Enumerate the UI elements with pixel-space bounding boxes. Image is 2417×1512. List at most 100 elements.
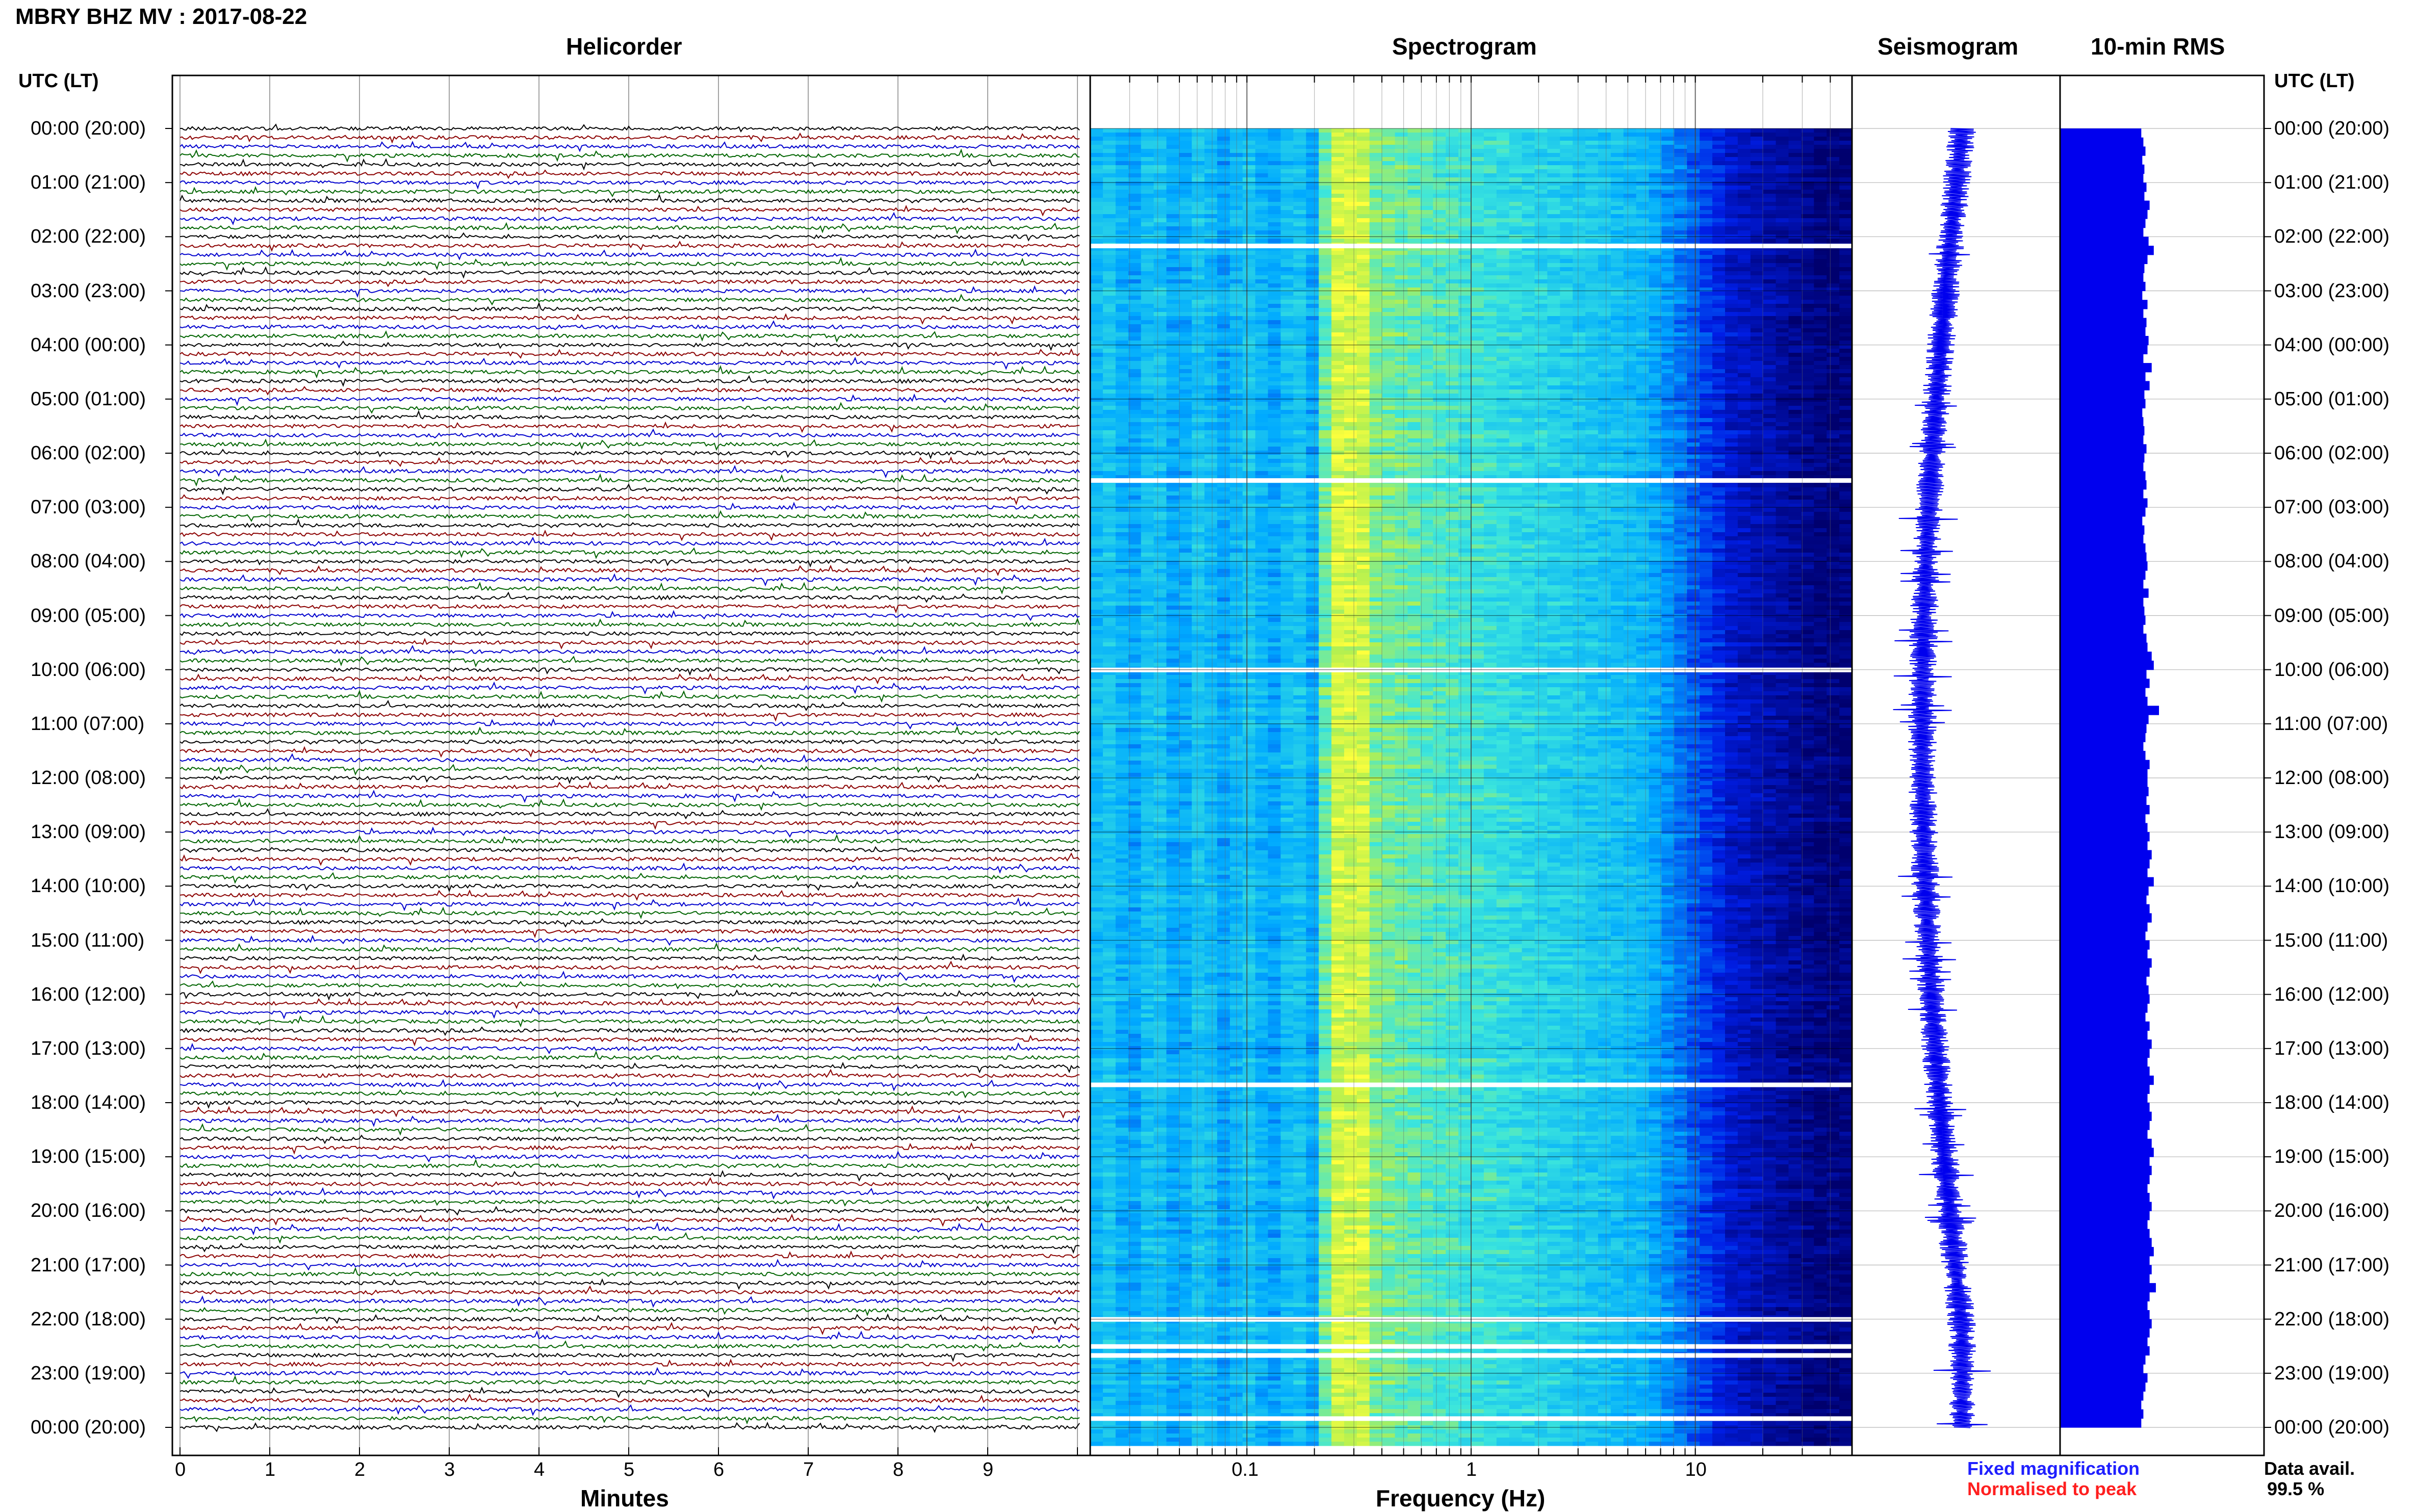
rms-bar <box>2060 1310 2150 1319</box>
helicorder-tick: 5 <box>624 1459 634 1481</box>
rms-bar <box>2060 1319 2152 1328</box>
rms-bar <box>2060 399 2146 408</box>
rms-bar <box>2060 1346 2150 1355</box>
rms-bar <box>2060 128 2141 138</box>
helicorder-tick: 1 <box>265 1459 275 1481</box>
rms-bar <box>2060 453 2144 462</box>
rms-bar <box>2060 435 2143 445</box>
rms-bar <box>2060 201 2150 210</box>
rms-bar <box>2060 643 2148 652</box>
rms-bar <box>2060 155 2142 165</box>
rms-bar <box>2060 985 2149 995</box>
rms-bar <box>2060 462 2143 472</box>
spectrogram-tick: 1 <box>1466 1459 1477 1481</box>
rms-bar <box>2060 264 2144 273</box>
rms-bar <box>2060 913 2152 922</box>
rms-bar <box>2060 850 2152 859</box>
helicorder-traces <box>180 75 1079 1455</box>
helicorder-tick: 6 <box>713 1459 724 1481</box>
rms-bar <box>2060 1238 2152 1247</box>
rms-bar <box>2060 1085 2150 1094</box>
rms-bar <box>2060 904 2150 914</box>
rms-bar <box>2060 516 2142 526</box>
rms-bar <box>2060 561 2148 570</box>
rms-bar <box>2060 498 2148 507</box>
rms-bar <box>2060 688 2146 697</box>
helicorder-tick: 7 <box>803 1459 814 1481</box>
helicorder-tick: 8 <box>893 1459 904 1481</box>
rms-bar <box>2060 255 2148 264</box>
rms-bar <box>2060 958 2152 968</box>
rms-bar <box>2060 597 2143 607</box>
rms-bar <box>2060 868 2148 877</box>
rms-bar <box>2060 1256 2150 1265</box>
rms-bar <box>2060 426 2144 435</box>
rms-bar <box>2060 318 2147 327</box>
rms-bar <box>2060 787 2149 796</box>
rms-bar <box>2060 1229 2150 1238</box>
rms-bar <box>2060 1400 2141 1410</box>
rms-bar <box>2060 246 2154 255</box>
rms-bar <box>2060 408 2142 418</box>
rms-bar <box>2060 805 2150 814</box>
rms-bar <box>2060 995 2150 1004</box>
rms-bar <box>2060 1274 2150 1283</box>
rms-bar <box>2060 300 2148 309</box>
legend-fixed-magnification: Fixed magnification <box>1967 1458 2140 1479</box>
rms-bar <box>2060 1301 2148 1310</box>
rms-bar <box>2060 192 2144 201</box>
rms-bar <box>2060 949 2148 958</box>
rms-bar <box>2060 354 2143 363</box>
rms-bar <box>2060 1049 2150 1058</box>
rms-bar <box>2060 651 2152 661</box>
rms-bar <box>2060 345 2148 354</box>
rms-bar <box>2060 146 2146 155</box>
rms-bar <box>2060 931 2146 941</box>
rms-bar <box>2060 1103 2150 1112</box>
rms-bar <box>2060 1130 2148 1139</box>
rms-bar <box>2060 742 2143 751</box>
rms-bar <box>2060 1328 2150 1337</box>
rms-bar <box>2060 1292 2150 1301</box>
rms-bar <box>2060 444 2147 453</box>
rms-bar <box>2060 769 2148 778</box>
helicorder-tick: 9 <box>983 1459 993 1481</box>
rms-bar <box>2060 1066 2150 1076</box>
rms-bar <box>2060 832 2150 841</box>
rms-bar <box>2060 1373 2148 1383</box>
rms-bar <box>2060 526 2144 535</box>
rms-bar <box>2060 922 2148 931</box>
rms-bar <box>2060 1337 2148 1346</box>
rms-bar <box>2060 210 2148 219</box>
rms-bar <box>2060 363 2152 372</box>
rms-bar <box>2060 841 2148 850</box>
rms-bar <box>2060 489 2143 499</box>
rms-bar <box>2060 724 2147 733</box>
rms-bar <box>2060 471 2146 480</box>
rms-bar <box>2060 1139 2152 1148</box>
rms-bar <box>2060 886 2149 895</box>
rms-bar <box>2060 1265 2152 1274</box>
rms-bar <box>2060 976 2147 985</box>
rms-bar <box>2060 1391 2143 1400</box>
rms-bar <box>2060 1418 2141 1427</box>
rms-bar <box>2060 1022 2150 1031</box>
rms-bar <box>2060 697 2148 706</box>
rms-bar <box>2060 1283 2156 1292</box>
rms-bar <box>2060 778 2148 787</box>
rms-bar <box>2060 751 2146 760</box>
rms-bar <box>2060 219 2146 228</box>
helicorder-tick: 2 <box>354 1459 365 1481</box>
rms-bar <box>2060 138 2143 147</box>
rms-bar <box>2060 877 2154 887</box>
rms-bar <box>2060 616 2146 625</box>
rms-bar <box>2060 1184 2148 1193</box>
rms-bar <box>2060 372 2146 381</box>
rms-bar <box>2060 715 2149 724</box>
rms-bar <box>2060 165 2144 174</box>
rms-bar <box>2060 580 2143 589</box>
rms-bar <box>2060 588 2149 597</box>
rms-bar <box>2060 570 2146 580</box>
spectrogram-tick: 10 <box>1685 1459 1707 1481</box>
helicorder-tick: 3 <box>444 1459 455 1481</box>
